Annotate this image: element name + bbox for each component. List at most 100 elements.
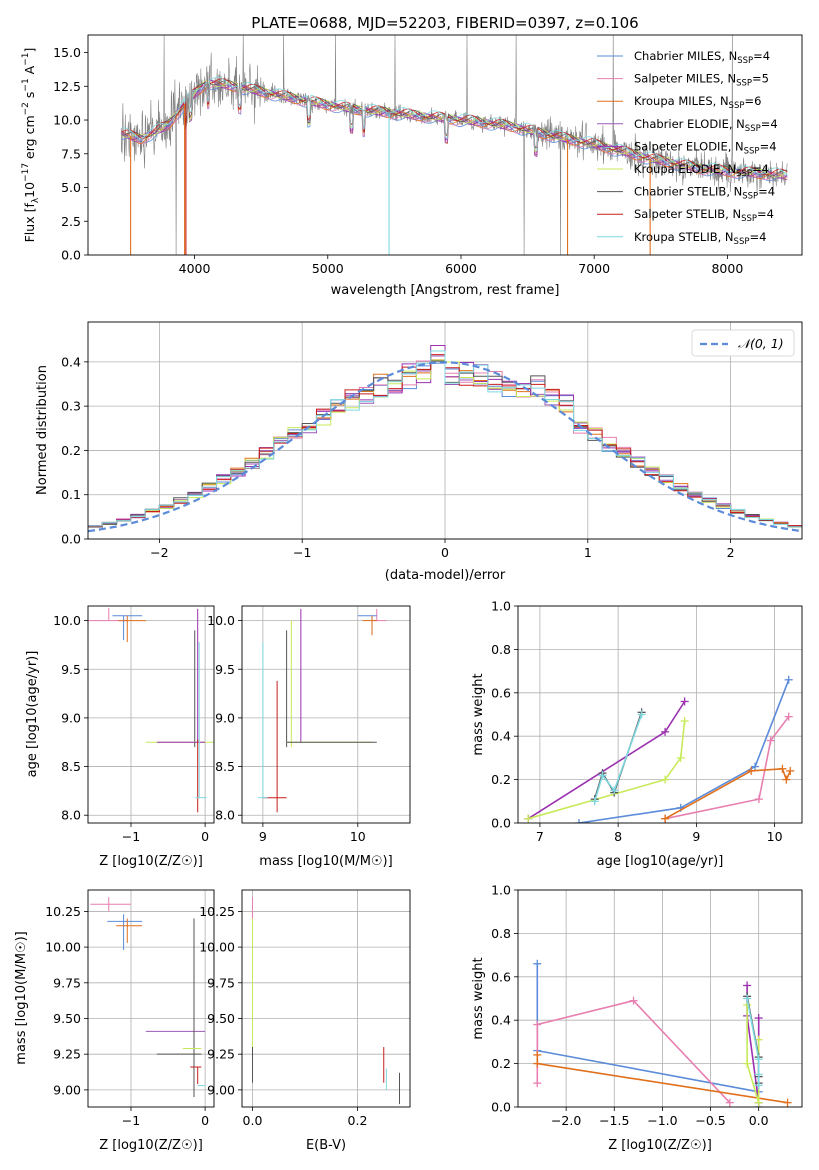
legend-count: =4 bbox=[761, 117, 778, 131]
y-tick-label: 0.8 bbox=[491, 642, 511, 657]
x-tick-label: −1 bbox=[122, 829, 140, 844]
x-axis-label: (data-model)/error bbox=[385, 568, 506, 583]
axes-frame bbox=[87, 34, 803, 256]
legend-entry: Chabrier ELODIE, NSSP=4 bbox=[634, 117, 778, 134]
y-tick-label: 0.2 bbox=[491, 772, 511, 787]
x-tick-label: −2 bbox=[150, 545, 168, 560]
gaussian-curve bbox=[88, 361, 802, 533]
x-tick-label: 10 bbox=[767, 829, 783, 844]
y-axis-label: Normed distribution bbox=[35, 365, 50, 495]
y-tick-label: 10.0 bbox=[53, 113, 81, 128]
y-axis-label-part: −1 bbox=[21, 53, 31, 66]
legend-count: =4 bbox=[752, 162, 769, 176]
y-tick-label: 7.5 bbox=[61, 146, 81, 161]
series-line-salpeter_elodie bbox=[527, 701, 686, 820]
x-tick-label: 10 bbox=[350, 829, 366, 844]
y-tick-label: 9.25 bbox=[53, 1047, 81, 1062]
x-tick-label: 5000 bbox=[312, 261, 344, 276]
y-tick-label: 0.3 bbox=[61, 399, 81, 414]
model-spectrum-salpeter_miles bbox=[121, 82, 788, 181]
y-tick-label: 8.5 bbox=[61, 759, 81, 774]
y-tick-label: 0.1 bbox=[61, 487, 81, 502]
series-line-chabrier_miles bbox=[578, 679, 790, 823]
legend-entry: Kroupa MILES, NSSP=6 bbox=[634, 94, 761, 111]
y-tick-label: 0.8 bbox=[491, 926, 511, 941]
legend-entry: Salpeter MILES, NSSP=5 bbox=[634, 72, 769, 89]
axes-frame bbox=[517, 605, 803, 824]
plot-area-7 bbox=[533, 959, 792, 1107]
legend-count: =4 bbox=[753, 49, 770, 63]
legend-label: Chabrier ELODIE, N bbox=[634, 117, 745, 131]
axes-4: 7 8 9 10 0.0 0.2 0.4 0.6 0.8 1.0 bbox=[491, 599, 802, 844]
axes-frame bbox=[87, 605, 215, 824]
legend-subscript: SSP bbox=[744, 146, 760, 156]
x-tick-label: −1.5 bbox=[599, 1113, 629, 1128]
y-tick-label: 9.00 bbox=[53, 1082, 81, 1097]
y-tick-label: 12.5 bbox=[53, 79, 81, 94]
x-tick-label: 7000 bbox=[578, 261, 610, 276]
legend-entry: Kroupa ELODIE, NSSP=4 bbox=[634, 162, 769, 179]
model-spectrum-kroupa_stelib bbox=[121, 76, 788, 175]
x-tick-label: 4000 bbox=[179, 261, 211, 276]
y-tick-label: 8.0 bbox=[61, 808, 81, 823]
y-tick-label: 9.5 bbox=[215, 662, 235, 677]
y-tick-label: 1.0 bbox=[491, 883, 511, 898]
legend-subscript: SSP bbox=[745, 124, 761, 134]
y-axis-label-part: s bbox=[22, 92, 37, 103]
y-tick-label: 9.0 bbox=[61, 710, 81, 725]
legend-label: Kroupa ELODIE, N bbox=[634, 162, 736, 176]
y-tick-label: 0.4 bbox=[61, 354, 81, 369]
x-axis-label: Z [log10(Z/Z☉)] bbox=[99, 854, 203, 869]
legend-label: Kroupa STELIB, N bbox=[634, 230, 734, 244]
legend-subscript: SSP bbox=[737, 56, 753, 66]
y-axis-label: Flux [fλ10−17 erg cm−2 s−1 A−1] bbox=[21, 48, 41, 243]
y-tick-label: 0.2 bbox=[491, 1056, 511, 1071]
axes-3: 9 10 8.0 8.5 9.0 9.5 10.0 bbox=[207, 606, 410, 844]
y-tick-label: 9.00 bbox=[207, 1082, 235, 1097]
y-tick-label: 10.25 bbox=[199, 904, 235, 919]
y-axis-label: mass weight bbox=[471, 957, 486, 1039]
axes-2: −1 0 8.0 8.5 9.0 9.5 10.0 bbox=[53, 606, 214, 844]
y-tick-label: 0.0 bbox=[491, 816, 511, 831]
y-tick-label: 9.5 bbox=[61, 662, 81, 677]
y-tick-label: 9.75 bbox=[53, 975, 81, 990]
histogram-kroupa_stelib bbox=[88, 350, 802, 531]
plot-area-0 bbox=[120, 35, 788, 255]
y-tick-label: 0.0 bbox=[491, 1100, 511, 1115]
plot-area-4 bbox=[524, 675, 795, 823]
legend-entry: Kroupa STELIB, NSSP=4 bbox=[634, 230, 766, 247]
plot-area-3 bbox=[258, 608, 387, 813]
legend-subscript: SSP bbox=[741, 214, 757, 224]
x-tick-label: 0.0 bbox=[243, 1113, 263, 1128]
legend-subscript: SSP bbox=[736, 79, 752, 89]
y-tick-label: 1.0 bbox=[491, 599, 511, 614]
axes-frame bbox=[241, 889, 411, 1108]
legend-count: =4 bbox=[760, 139, 777, 153]
x-axis-label: E(B-V) bbox=[306, 1138, 346, 1153]
y-tick-label: 0.6 bbox=[491, 969, 511, 984]
x-tick-label: 7 bbox=[536, 829, 544, 844]
y-tick-label: 10.25 bbox=[45, 904, 81, 919]
y-axis-label-part: A bbox=[22, 65, 37, 78]
x-axis-label: mass [log10(M/M☉)] bbox=[259, 854, 392, 869]
x-tick-label: −2.0 bbox=[551, 1113, 581, 1128]
legend-label: Chabrier STELIB, N bbox=[634, 185, 742, 199]
y-tick-label: 9.0 bbox=[215, 710, 235, 725]
legend-label: 𝒩(0, 1) bbox=[738, 336, 784, 351]
y-axis-label-part: −17 bbox=[21, 163, 31, 182]
axes-0: 4000 5000 6000 7000 8000 0.0 2.5 5.0 7.5 10.0 12.5… bbox=[53, 45, 743, 276]
plot-area-6 bbox=[252, 897, 400, 1105]
x-tick-label: 6000 bbox=[445, 261, 477, 276]
series-line-chabrier_miles bbox=[536, 963, 760, 1107]
y-axis-label-part: −2 bbox=[21, 102, 31, 115]
legend-count: =5 bbox=[752, 72, 769, 86]
legend-subscript: SSP bbox=[734, 237, 750, 247]
series-line-kroupa_stelib bbox=[593, 714, 643, 802]
y-tick-label: 0.6 bbox=[491, 685, 511, 700]
y-tick-label: 0.0 bbox=[61, 532, 81, 547]
y-tick-label: 0.4 bbox=[491, 729, 511, 744]
legend-label: Kroupa MILES, N bbox=[634, 94, 729, 108]
x-tick-label: −1.0 bbox=[647, 1113, 677, 1128]
y-tick-label: 2.5 bbox=[61, 214, 81, 229]
x-tick-label: 8000 bbox=[711, 261, 743, 276]
